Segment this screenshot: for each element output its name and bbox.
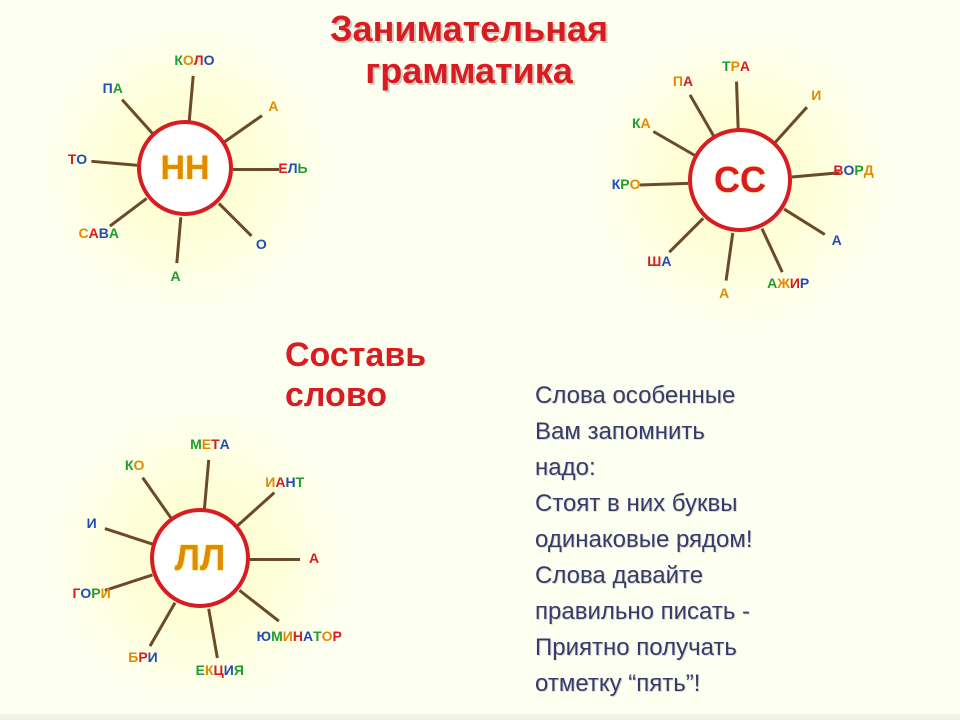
poem-line: надо:надо:	[535, 450, 753, 486]
sun-petal: КОЛО	[174, 52, 214, 68]
sun-petal: А	[268, 98, 278, 114]
frame-border	[0, 0, 960, 720]
sun-petal: КО	[125, 457, 144, 473]
poem-line: одинаковые рядом!одинаковые рядом!	[535, 522, 753, 558]
sun-petal: А	[309, 550, 319, 566]
sun-petal: ГОРИ	[72, 585, 110, 601]
poem-line: Слова особенныеСлова особенные	[535, 378, 753, 414]
sun-petal: ПА	[673, 73, 693, 89]
sun-petal: САВА	[79, 225, 120, 241]
sun-petal: ПА	[103, 80, 123, 96]
poem-line: Приятно получатьПриятно получать	[535, 630, 753, 666]
poem-line: Стоят в них буквыСтоят в них буквы	[535, 486, 753, 522]
stage: Занимательная грамматикаЗанимательная гр…	[0, 0, 960, 720]
poem-line: Слова давайтеСлова давайте	[535, 558, 753, 594]
sun-petal: ЕКЦИЯ	[196, 662, 244, 678]
sun-petal: А	[171, 268, 181, 284]
sun-petal: ТРА	[722, 58, 750, 74]
poem-line: правильно писать -правильно писать -	[535, 594, 753, 630]
sun-petal: А	[719, 285, 729, 301]
sun-ring	[150, 508, 250, 608]
page-title: Занимательная грамматикаЗанимательная гр…	[330, 8, 608, 92]
sun-petal: БРИ	[128, 649, 157, 665]
sun-petal: ИАНТ	[265, 474, 304, 490]
sun-petal: ЕЛЬ	[278, 160, 307, 176]
sun-ring	[688, 128, 792, 232]
sun-petal: МЕТА	[190, 436, 230, 452]
sun-petal: А	[832, 232, 842, 248]
subtitle: Составь слово	[285, 335, 426, 415]
sun-petal: И	[87, 515, 97, 531]
sun-ray	[233, 168, 279, 171]
poem-line: Вам запомнитьВам запомнить	[535, 414, 753, 450]
sun-petal: ША	[647, 253, 671, 269]
sun-petal: АЖИР	[767, 275, 809, 291]
poem-line: отметку “пять”!отметку “пять”!	[535, 666, 753, 702]
sun-petal: ТО	[68, 151, 87, 167]
sun-petal: И	[811, 87, 821, 103]
sun-petal: ВОРД	[833, 162, 873, 178]
sun-petal: О	[256, 236, 267, 252]
sun-ray	[250, 558, 300, 561]
sun-petal: КРО	[612, 176, 641, 192]
sun-ring	[137, 120, 233, 216]
sun-petal: ЮМИНАТОР	[257, 628, 342, 644]
poem-block: Слова особенныеСлова особенныеВам запомн…	[535, 378, 753, 702]
sun-petal: КА	[632, 115, 651, 131]
